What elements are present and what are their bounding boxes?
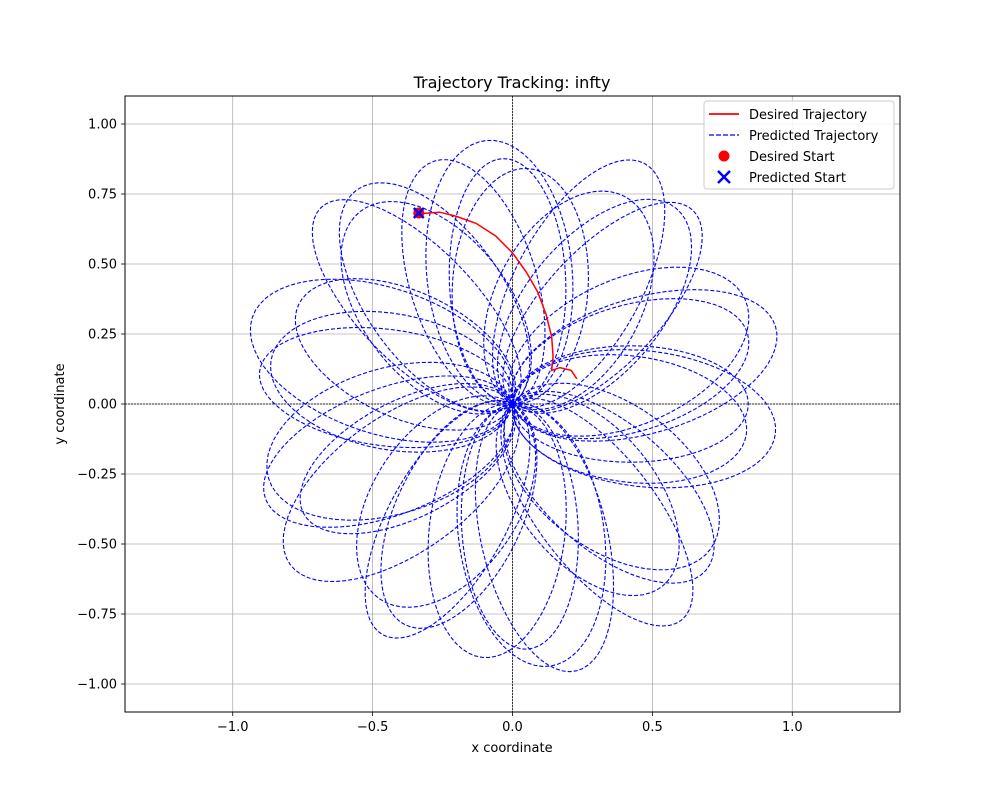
predicted-trajectory-petal (495, 393, 680, 597)
predicted-trajectory-petal (269, 310, 514, 453)
predicted-trajectory-petal (474, 402, 615, 673)
x-tick-label: 1.0 (782, 720, 803, 735)
predicted-trajectory-petal (425, 139, 574, 405)
legend-dot-swatch (718, 150, 730, 162)
legend: Desired Trajectory Predicted Trajectory De… (703, 100, 895, 190)
y-tick-label: −0.75 (77, 608, 117, 623)
y-tick-label: 0.50 (88, 258, 117, 273)
legend-label: Predicted Start (749, 171, 846, 186)
legend-label: Predicted Trajectory (749, 129, 879, 144)
x-tick-label: −0.5 (357, 720, 389, 735)
y-tick-label: 0.25 (88, 328, 117, 343)
x-tick-label: 0.5 (642, 720, 663, 735)
x-axis-label: x coordinate (471, 741, 552, 756)
y-axis-ticks: 1.00 0.75 0.50 0.25 0.00 −0.25 −0.50 −0.75 −1.00 (77, 118, 125, 693)
predicted-trajectory-petal (282, 386, 520, 583)
predicted-trajectory-petal (511, 345, 749, 463)
predicted-trajectory-petal (294, 278, 517, 431)
predicted-trajectory-petal (258, 326, 514, 449)
predicted-trajectory-petal (340, 201, 532, 415)
y-tick-label: 0.75 (88, 188, 117, 203)
predicted-trajectory-petal (448, 158, 567, 405)
x-axis-ticks: −1.0 −0.5 0.0 0.5 1.0 (217, 712, 803, 735)
y-tick-label: 0.00 (88, 398, 117, 413)
predicted-trajectory-petal (460, 403, 579, 650)
legend-entry: Desired Trajectory (709, 108, 867, 123)
legend-entry: Predicted Start (717, 170, 846, 186)
predicted-trajectory-petal (401, 159, 546, 406)
predicted-trajectory-petal (380, 400, 538, 629)
y-tick-label: −0.25 (77, 468, 117, 483)
legend-box (703, 100, 895, 190)
predicted-trajectory-petal (500, 397, 694, 627)
predicted-trajectory-petal (456, 403, 607, 668)
predicted-trajectory-petal (503, 382, 720, 571)
predicted-trajectory-petal (299, 382, 517, 535)
y-tick-label: −1.00 (77, 678, 117, 693)
predicted-start-marker (412, 207, 425, 219)
predicted-trajectory-petal (311, 199, 522, 413)
predicted-trajectory-petal (510, 298, 750, 440)
predicted-trajectory-petal (496, 198, 693, 414)
legend-label: Desired Trajectory (749, 108, 867, 123)
predicted-trajectory-petal (451, 167, 589, 405)
predicted-trajectory-petal (263, 375, 516, 528)
chart-title: Trajectory Tracking: infty (413, 73, 611, 92)
legend-label: Desired Start (749, 150, 835, 165)
legend-entry: Predicted Trajectory (709, 129, 879, 144)
start-markers (412, 207, 425, 219)
predicted-trajectory-petal (249, 278, 515, 443)
predicted-trajectory-petal (491, 159, 666, 409)
predicted-trajectory-petal (483, 190, 655, 411)
predicted-trajectory-petal (427, 403, 567, 659)
x-tick-label: −1.0 (217, 720, 249, 735)
predicted-trajectory-petal (266, 361, 515, 521)
x-tick-label: 0.0 (502, 720, 523, 735)
predicted-trajectory-petal (508, 266, 750, 437)
predicted-trajectory-petal (511, 354, 748, 484)
predicted-trajectory-petal (503, 390, 715, 584)
predicted-trajectory-petal (510, 289, 778, 442)
desired-trajectory-line (420, 211, 578, 380)
predicted-trajectory-petal (355, 395, 537, 608)
legend-entry: Desired Start (718, 150, 835, 165)
y-tick-label: 1.00 (88, 118, 117, 133)
y-tick-label: −0.50 (77, 538, 117, 553)
legend-cross-swatch (717, 170, 731, 184)
plot-series (249, 139, 778, 673)
y-axis-label: y coordinate (53, 363, 68, 444)
